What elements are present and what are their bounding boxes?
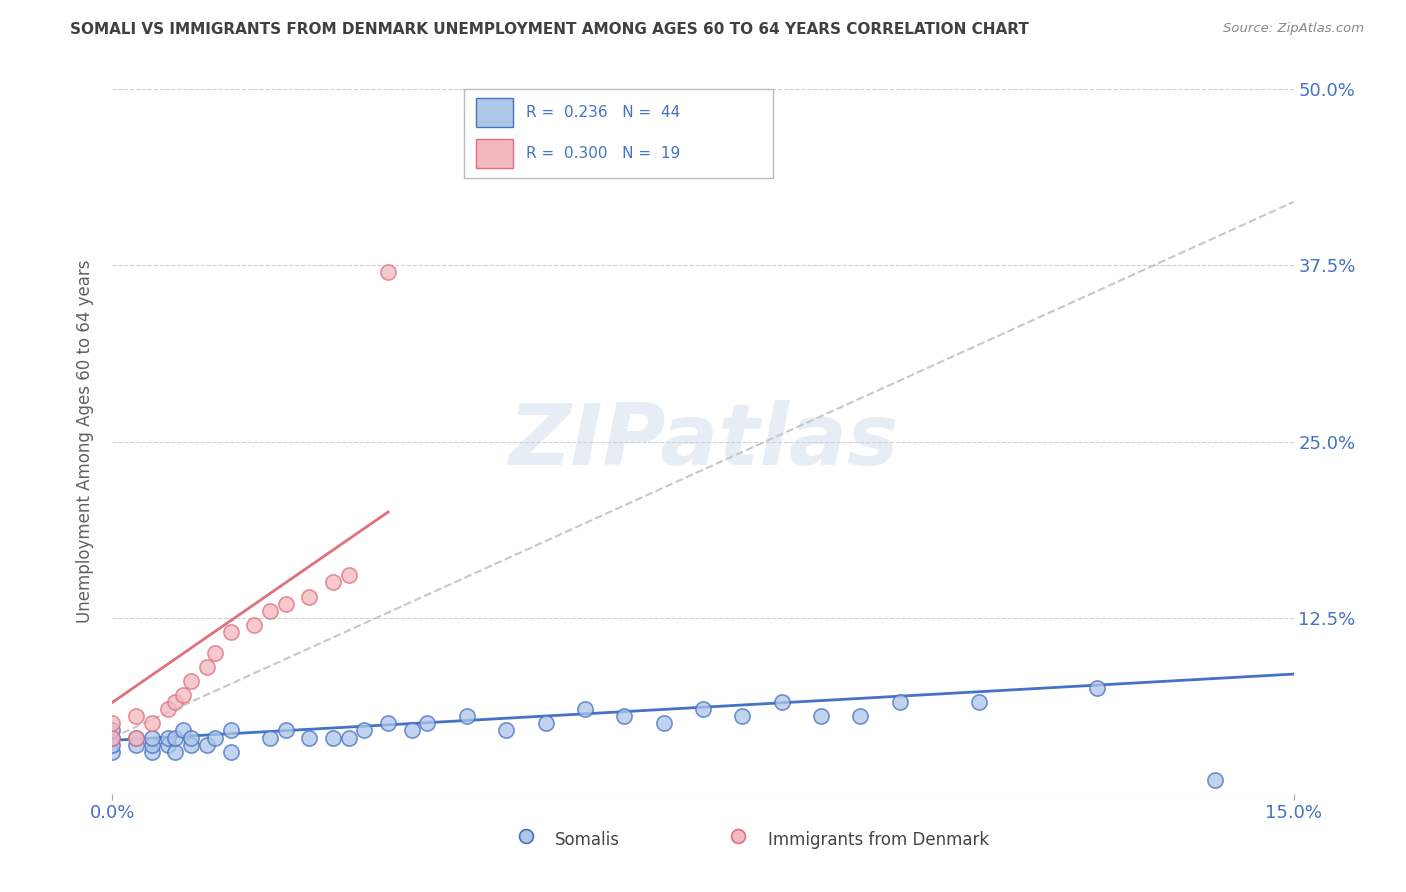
Point bbox=[180, 738, 202, 752]
Point bbox=[298, 731, 321, 745]
Point bbox=[180, 674, 202, 689]
Point bbox=[165, 695, 187, 709]
Bar bbox=[477, 139, 513, 168]
Point bbox=[889, 695, 911, 709]
Text: Immigrants from Denmark: Immigrants from Denmark bbox=[768, 830, 988, 848]
Point bbox=[495, 723, 517, 738]
Point bbox=[180, 731, 202, 745]
Point bbox=[259, 731, 281, 745]
Text: R =  0.300   N =  19: R = 0.300 N = 19 bbox=[526, 146, 681, 161]
Point bbox=[141, 745, 163, 759]
Point bbox=[195, 738, 218, 752]
Point bbox=[1204, 772, 1226, 787]
Text: SOMALI VS IMMIGRANTS FROM DENMARK UNEMPLOYMENT AMONG AGES 60 TO 64 YEARS CORRELA: SOMALI VS IMMIGRANTS FROM DENMARK UNEMPL… bbox=[70, 22, 1029, 37]
Point bbox=[377, 265, 399, 279]
Point bbox=[101, 745, 124, 759]
Point bbox=[156, 738, 179, 752]
Point bbox=[125, 731, 148, 745]
Point bbox=[101, 731, 124, 745]
Point bbox=[165, 731, 187, 745]
Point bbox=[125, 731, 148, 745]
Point bbox=[101, 731, 124, 745]
Point bbox=[243, 617, 266, 632]
Point bbox=[401, 723, 423, 738]
FancyBboxPatch shape bbox=[464, 89, 773, 178]
Point bbox=[101, 723, 124, 738]
Point bbox=[156, 731, 179, 745]
Point bbox=[298, 590, 321, 604]
Text: Source: ZipAtlas.com: Source: ZipAtlas.com bbox=[1223, 22, 1364, 36]
Point bbox=[141, 738, 163, 752]
Point bbox=[456, 709, 478, 723]
Text: R =  0.236   N =  44: R = 0.236 N = 44 bbox=[526, 105, 681, 120]
Point bbox=[613, 709, 636, 723]
Point bbox=[652, 716, 675, 731]
Point bbox=[353, 723, 375, 738]
Point bbox=[172, 688, 194, 702]
Point bbox=[967, 695, 990, 709]
Point bbox=[165, 745, 187, 759]
Point bbox=[219, 624, 242, 639]
Point bbox=[101, 716, 124, 731]
Point bbox=[141, 716, 163, 731]
Point bbox=[534, 716, 557, 731]
Point bbox=[731, 709, 754, 723]
Point bbox=[101, 738, 124, 752]
Point bbox=[770, 695, 793, 709]
Text: ZIPatlas: ZIPatlas bbox=[508, 400, 898, 483]
Y-axis label: Unemployment Among Ages 60 to 64 years: Unemployment Among Ages 60 to 64 years bbox=[76, 260, 94, 624]
Point bbox=[377, 716, 399, 731]
Point bbox=[322, 731, 344, 745]
Point bbox=[204, 646, 226, 660]
Point bbox=[337, 568, 360, 582]
Bar bbox=[477, 98, 513, 127]
Point bbox=[849, 709, 872, 723]
Point bbox=[1085, 681, 1108, 696]
Point bbox=[125, 738, 148, 752]
Point bbox=[274, 597, 297, 611]
Point bbox=[195, 660, 218, 674]
Point bbox=[125, 709, 148, 723]
Point bbox=[337, 731, 360, 745]
Point bbox=[810, 709, 832, 723]
Point bbox=[259, 604, 281, 618]
Point bbox=[274, 723, 297, 738]
Point bbox=[416, 716, 439, 731]
Point bbox=[692, 702, 714, 716]
Point bbox=[141, 731, 163, 745]
Point bbox=[204, 731, 226, 745]
Point bbox=[574, 702, 596, 716]
Point bbox=[172, 723, 194, 738]
Point bbox=[219, 745, 242, 759]
Point bbox=[156, 702, 179, 716]
Point bbox=[219, 723, 242, 738]
Point bbox=[322, 575, 344, 590]
Text: Somalis: Somalis bbox=[555, 830, 620, 848]
